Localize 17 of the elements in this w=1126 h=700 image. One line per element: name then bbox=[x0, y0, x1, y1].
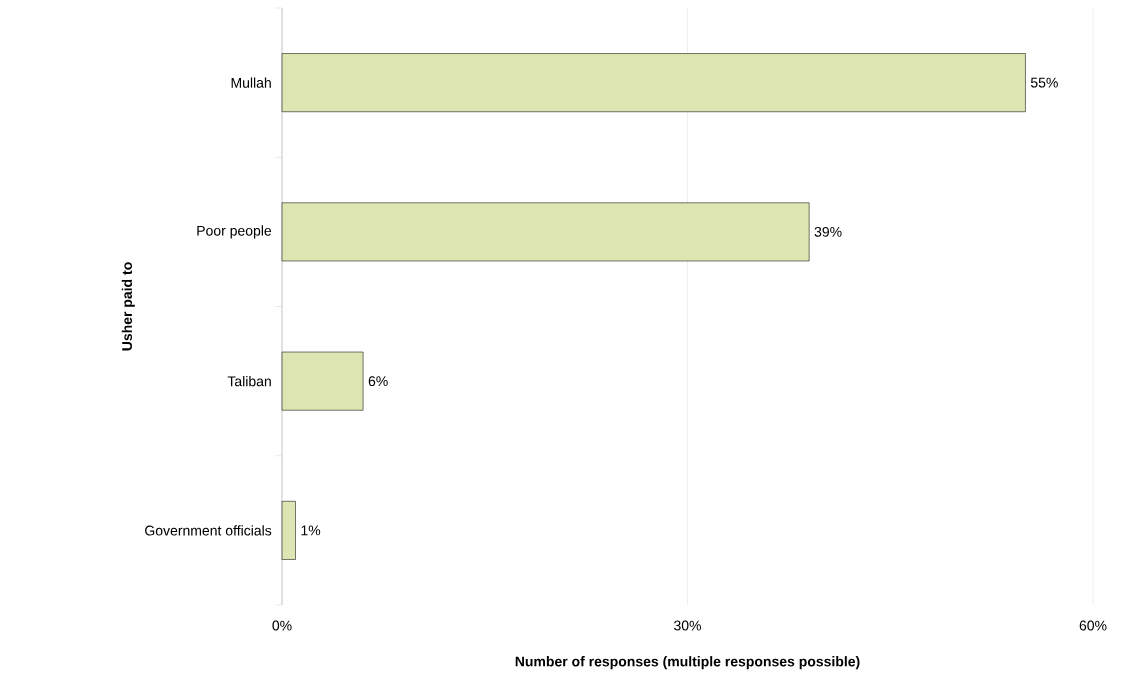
y-tick-label: Taliban bbox=[227, 375, 271, 387]
y-tick-label: Government officials bbox=[145, 525, 272, 536]
bar bbox=[281, 53, 1026, 112]
y-tick-label: Poor people bbox=[197, 225, 272, 239]
y-tick-label: Mullah bbox=[231, 77, 271, 88]
x-tick-label: 60% bbox=[1079, 620, 1107, 631]
bar bbox=[281, 351, 364, 411]
y-axis-title: Usher paid to bbox=[121, 262, 135, 351]
x-axis-title: Number of responses (multiple responses possible) bbox=[515, 656, 860, 670]
data-label: 6% bbox=[368, 376, 388, 387]
data-label: 39% bbox=[814, 226, 842, 237]
x-tick-label: 0% bbox=[272, 620, 292, 631]
bar bbox=[281, 501, 296, 560]
x-tick-label: 30% bbox=[674, 620, 702, 631]
data-label: 1% bbox=[301, 525, 321, 536]
data-label: 55% bbox=[1030, 77, 1058, 88]
bar bbox=[281, 202, 810, 262]
